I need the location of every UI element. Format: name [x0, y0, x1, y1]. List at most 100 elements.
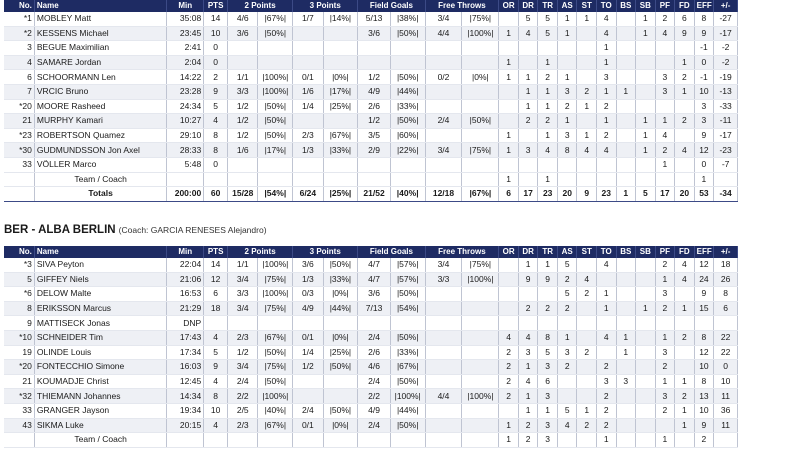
blank-cell [461, 171, 500, 188]
stat-sb [635, 157, 656, 173]
stat-fd [674, 171, 695, 188]
stat-bs [616, 12, 637, 27]
p2-percentage [257, 315, 294, 331]
minutes: 21:29 [166, 301, 205, 317]
stat-st: 1 [576, 128, 597, 144]
stat-bs [616, 272, 637, 288]
fg-percentage: |50%| [390, 26, 426, 42]
blank-cell [4, 186, 35, 202]
stat-bs: 1 [616, 330, 637, 346]
stat-pm: -34 [713, 186, 739, 202]
stat-bs [616, 69, 637, 85]
fg-percentage: |22%| [390, 142, 426, 158]
fg-percentage: |33%| [390, 345, 426, 361]
stat-st: 2 [576, 418, 597, 434]
stat-bs [616, 171, 637, 188]
player-row: 7 VRCIC Bruno 23:28 9 3/3 |100%| 1/6 |17%| 4/9 |4… [4, 84, 786, 100]
stat-pf: 1 [655, 272, 676, 288]
stat-or: 1 [498, 128, 519, 144]
stat-eff: 8 [694, 12, 715, 27]
stat-eff: 10 [694, 403, 715, 419]
player-row: *32 THIEMANN Johannes 14:34 8 2/2 |100%| 2/2 |1… [4, 388, 786, 404]
stat-pf [655, 418, 676, 434]
fg-made-attempted: 2/4 [357, 374, 391, 390]
p3-percentage: |33%| [323, 272, 359, 288]
p2-made-attempted: 3/4 [227, 359, 259, 375]
stat-or: 1 [498, 418, 519, 434]
player-number: 8 [4, 301, 35, 317]
p3-percentage: |0%| [323, 330, 359, 346]
points: 6 [203, 286, 229, 302]
ft-percentage [461, 374, 500, 390]
player-number: 7 [4, 84, 35, 100]
points: 9 [203, 84, 229, 100]
p2-percentage: |67%| [257, 12, 294, 27]
stat-bs [616, 418, 637, 434]
column-header: TR [537, 0, 558, 12]
stat-pm: 6 [713, 301, 739, 317]
p2-percentage [257, 40, 294, 56]
p2-percentage: |67%| [257, 330, 294, 346]
column-header: 3 Points [292, 0, 359, 12]
p2-made-attempted: 3/3 [227, 84, 259, 100]
p2-percentage: |50%| [257, 374, 294, 390]
stat-fd [674, 40, 695, 56]
stat-bs [616, 157, 637, 173]
minutes: 24:34 [166, 99, 205, 115]
p3-made-attempted: 3/6 [292, 258, 324, 273]
player-number: *32 [4, 388, 35, 404]
stat-sb [635, 69, 656, 85]
stat-or: 1 [498, 171, 519, 188]
column-header: OR [498, 0, 519, 12]
stat-sb [635, 286, 656, 302]
stat-eff: 10 [694, 84, 715, 100]
stat-or: 4 [498, 330, 519, 346]
stat-pm: 10 [713, 374, 739, 390]
p3-percentage: |0%| [323, 286, 359, 302]
p3-made-attempted: 0/1 [292, 69, 324, 85]
player-number: *20 [4, 99, 35, 115]
points: 14 [203, 12, 229, 27]
ft-percentage: |100%| [461, 388, 500, 404]
stat-fd: 4 [674, 258, 695, 273]
stat-pf: 3 [655, 69, 676, 85]
stat-st: 1 [576, 12, 597, 27]
ft-made-attempted [425, 374, 463, 390]
stat-dr: 1 [518, 403, 539, 419]
minutes: 14:22 [166, 69, 205, 85]
blank-cell [257, 432, 294, 448]
stat-eff: 9 [694, 286, 715, 302]
stat-bs [616, 40, 637, 56]
stat-sb [635, 55, 656, 71]
p2-made-attempted: 1/1 [227, 69, 259, 85]
ft-made-attempted [425, 418, 463, 434]
ft-made-attempted: 12/18 [425, 186, 463, 202]
stat-dr [518, 55, 539, 71]
ft-percentage: |100%| [461, 272, 500, 288]
stat-dr: 2 [518, 301, 539, 317]
fg-made-attempted: 3/5 [357, 128, 391, 144]
player-number: 43 [4, 418, 35, 434]
stat-st: 2 [576, 286, 597, 302]
player-name: ERIKSSON Marcus [34, 301, 168, 317]
player-number: 5 [4, 272, 35, 288]
stat-pf: 4 [655, 128, 676, 144]
player-name: MOORE Rasheed [34, 99, 168, 115]
player-name: SCHNEIDER Tim [34, 330, 168, 346]
stat-or: 2 [498, 374, 519, 390]
column-header: PTS [203, 246, 229, 258]
player-row: *30 GUDMUNDSSON Jon Axel 28:33 8 1/6 |17%| 1/3… [4, 142, 786, 158]
fg-made-attempted: 4/6 [357, 359, 391, 375]
stat-fd [674, 315, 695, 331]
player-name: MOBLEY Matt [34, 12, 168, 27]
ft-percentage: |0%| [461, 69, 500, 85]
ft-percentage: |50%| [461, 113, 500, 129]
player-row: 19 OLINDE Louis 17:34 5 1/2 |50%| 1/4 |25%| 2/6 |… [4, 345, 786, 361]
stat-to: 1 [596, 286, 617, 302]
minutes: 17:34 [166, 345, 205, 361]
stat-fd: 4 [674, 142, 695, 158]
stat-fd: 2 [674, 330, 695, 346]
minutes: 23:45 [166, 26, 205, 42]
points: 8 [203, 128, 229, 144]
stat-pf [655, 99, 676, 115]
